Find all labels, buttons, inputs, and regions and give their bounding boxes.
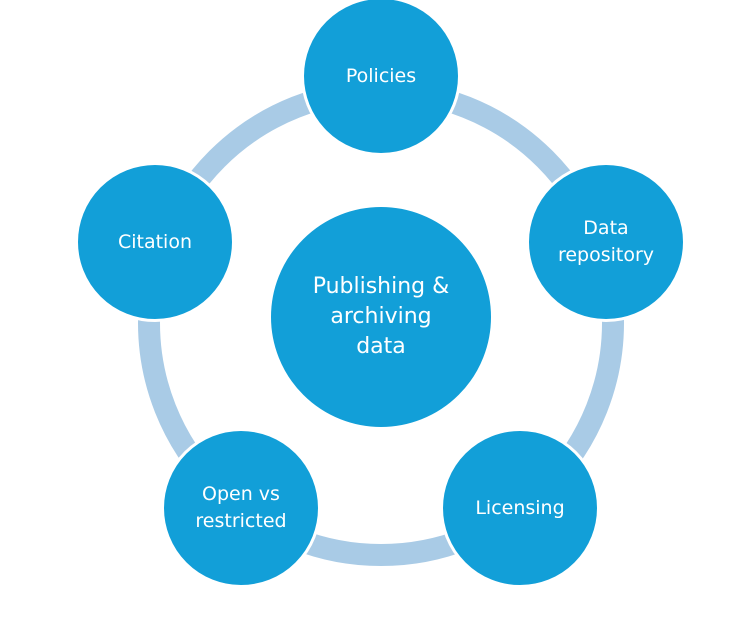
node-open-vs-restricted: Open vs restricted [161,428,321,588]
node-licensing: Licensing [440,428,600,588]
center-node: Publishing & archiving data [268,204,494,430]
center-node-label: Publishing & archiving data [312,274,450,359]
node-open-vs-restricted-label: Open vs restricted [195,483,287,532]
node-data-repository-label: Data repository [557,217,655,266]
node-citation: Citation [75,162,235,322]
node-licensing-label: Licensing [475,496,565,519]
node-citation-label: Citation [117,230,193,253]
node-policies: Policies [301,0,461,156]
node-policies-label: Policies [345,64,417,87]
node-data-repository: Data repository [526,162,686,322]
